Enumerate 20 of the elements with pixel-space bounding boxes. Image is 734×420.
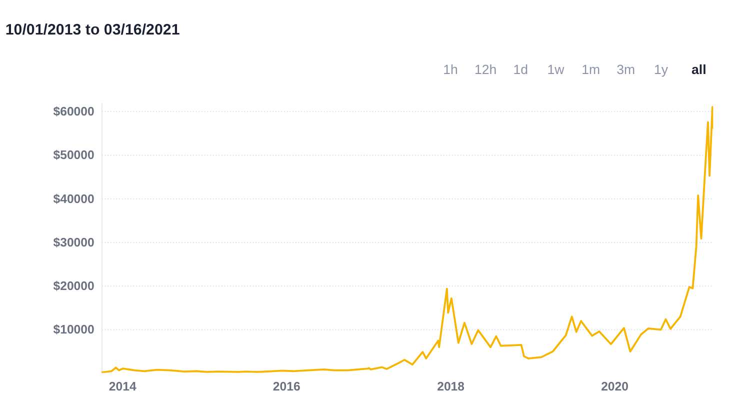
text: 1w bbox=[547, 62, 565, 78]
text: 1y bbox=[654, 62, 668, 78]
text: 3m bbox=[616, 62, 636, 78]
x-tick-label: 2018 bbox=[437, 379, 465, 394]
line-series bbox=[101, 106, 714, 373]
y-tick-label: $10000 bbox=[53, 322, 94, 337]
chart-title: 10/01/2013 to 03/16/2021 bbox=[5, 21, 180, 38]
x-tick-label: 2020 bbox=[601, 379, 629, 394]
y-tick-label: $50000 bbox=[53, 148, 94, 162]
y-tick-label: $60000 bbox=[53, 104, 94, 119]
x-tick-label: 2014 bbox=[108, 379, 136, 394]
text: all bbox=[692, 62, 706, 78]
text: 12h bbox=[474, 62, 497, 78]
y-tick-label: $20000 bbox=[53, 278, 94, 293]
y-tick-label: $40000 bbox=[53, 192, 94, 206]
x-tick-label: 2016 bbox=[272, 379, 300, 394]
text: 1h bbox=[443, 62, 458, 78]
text: 1d bbox=[513, 62, 528, 78]
text: 1m bbox=[582, 62, 600, 78]
y-tick-label: $30000 bbox=[53, 235, 94, 250]
